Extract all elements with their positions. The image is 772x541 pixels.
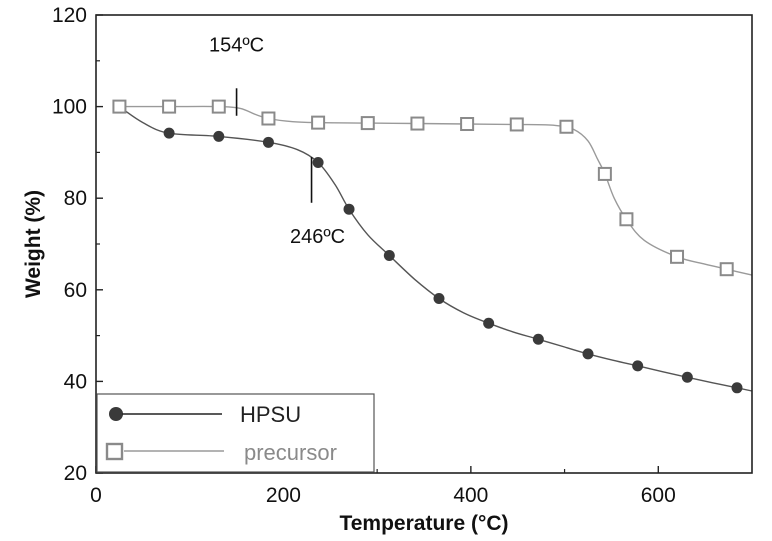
annotation-label-154: 154ºC xyxy=(209,34,264,56)
y-tick-label: 20 xyxy=(64,462,87,485)
data-point-precursor xyxy=(261,111,276,126)
legend-label-hpsu: HPSU xyxy=(240,402,301,427)
data-point-precursor xyxy=(559,119,574,134)
x-tick-label: 200 xyxy=(266,484,301,507)
y-tick-label: 120 xyxy=(52,4,87,27)
y-tick-label: 100 xyxy=(52,96,87,119)
annotation-label-246: 246ºC xyxy=(290,226,345,248)
x-tick-label: 400 xyxy=(453,484,488,507)
data-point-precursor xyxy=(597,166,612,181)
legend: HPSU precursor xyxy=(96,393,375,473)
data-point-precursor xyxy=(509,117,524,132)
legend-marker-hpsu xyxy=(109,407,123,421)
series-markers xyxy=(112,99,743,394)
data-point-precursor xyxy=(619,212,634,227)
data-point-precursor xyxy=(460,117,475,132)
x-tick-label: 600 xyxy=(641,484,676,507)
data-point-hpsu xyxy=(681,371,693,383)
series-line-precursor xyxy=(119,105,753,276)
data-point-hpsu xyxy=(632,360,644,372)
y-tick-label: 40 xyxy=(64,370,87,393)
data-point-hpsu xyxy=(163,127,175,139)
x-axis-title: Temperature (°C) xyxy=(339,512,508,535)
series-curves xyxy=(119,105,753,392)
data-point-precursor xyxy=(311,115,326,130)
data-point-precursor xyxy=(211,99,226,114)
data-point-precursor xyxy=(719,262,734,277)
data-point-precursor xyxy=(670,249,685,264)
data-point-precursor xyxy=(112,99,127,114)
data-point-precursor xyxy=(162,99,177,114)
legend-label-precursor: precursor xyxy=(244,440,337,465)
data-point-hpsu xyxy=(532,333,544,345)
x-tick-label: 0 xyxy=(90,484,102,507)
data-point-hpsu xyxy=(383,249,395,261)
y-tick-label: 60 xyxy=(64,279,87,302)
data-point-hpsu xyxy=(213,130,225,142)
annotations: 154ºC 246ºC xyxy=(209,34,345,248)
y-axis-title: Weight (%) xyxy=(22,190,45,298)
data-point-hpsu xyxy=(731,382,743,394)
data-point-hpsu xyxy=(582,348,594,360)
y-tick-label: 80 xyxy=(64,187,87,210)
data-point-hpsu xyxy=(343,203,355,215)
data-point-precursor xyxy=(410,116,425,131)
data-point-hpsu xyxy=(483,317,495,329)
data-point-hpsu xyxy=(312,156,324,168)
axis-tick-labels: 0 200 400 600 20 40 60 80 100 120 xyxy=(52,4,676,507)
legend-marker-precursor xyxy=(105,442,124,461)
data-point-hpsu xyxy=(262,136,274,148)
data-point-hpsu xyxy=(433,293,445,305)
legend-box xyxy=(96,393,375,473)
data-point-precursor xyxy=(360,116,375,131)
